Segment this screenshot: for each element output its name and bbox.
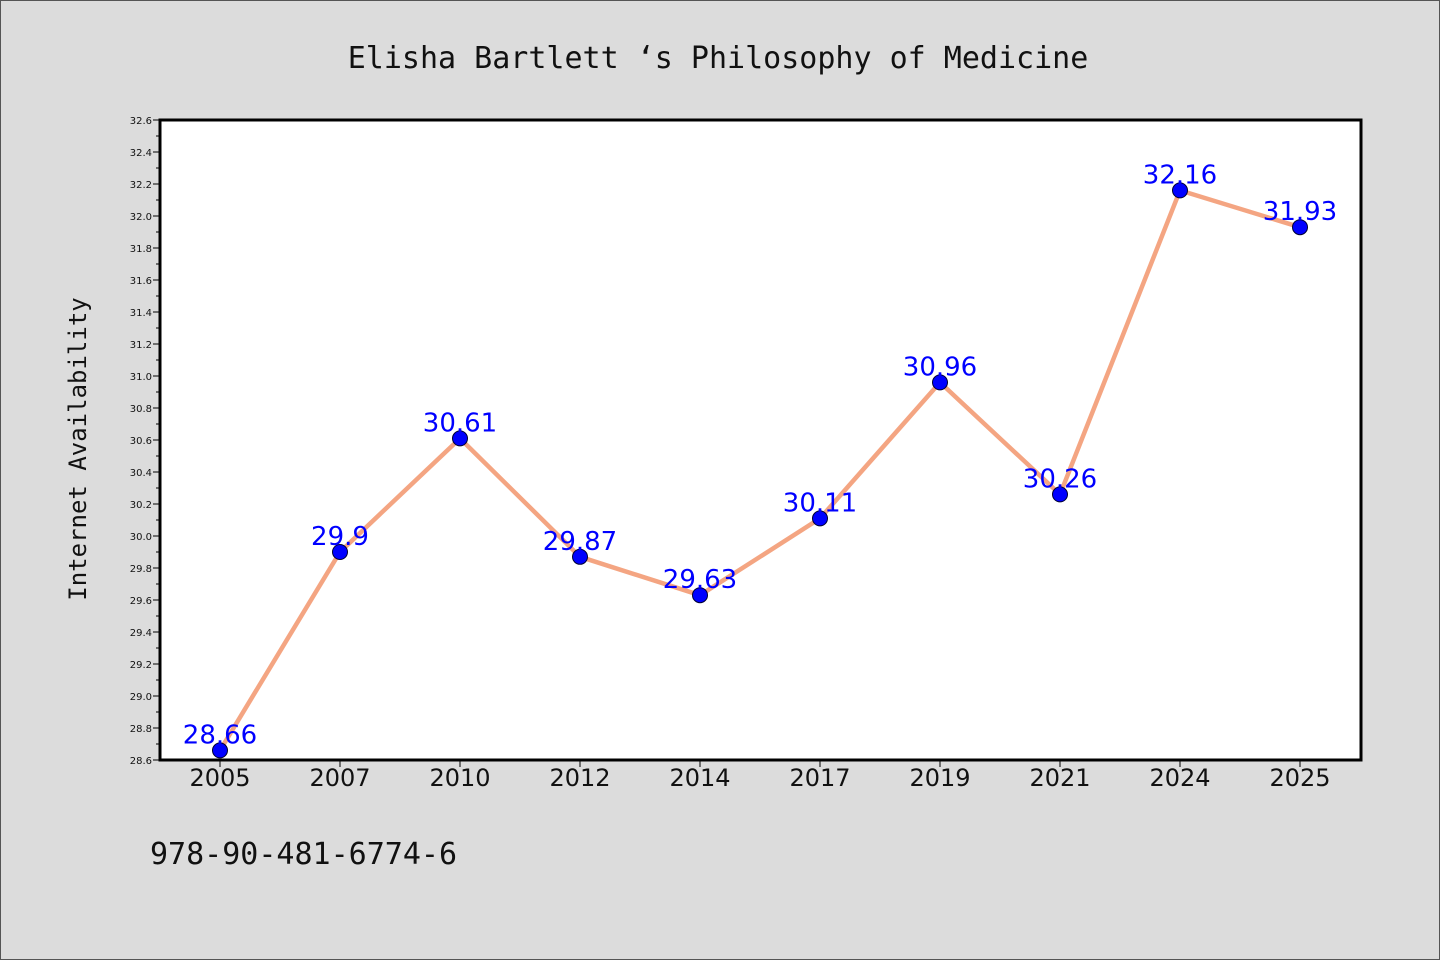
y-tick-label: 30.2 (130, 500, 152, 511)
y-tick-label: 28.6 (130, 756, 152, 767)
data-label: 30.26 (1023, 464, 1097, 494)
data-label: 30.11 (783, 488, 857, 518)
chart-title: Elisha Bartlett ‘s Philosophy of Medicin… (348, 41, 1089, 76)
y-axis: 28.6 28.8 29.0 29.2 29.4 29.6 29.8 30.0 30.2 30.4… (130, 116, 160, 767)
data-points (212, 182, 1308, 759)
data-point (1052, 486, 1068, 503)
y-tick-label: 32.2 (130, 180, 152, 191)
isbn-code: 978-90-481-6774-6 (150, 837, 457, 872)
data-label: 29.63 (663, 565, 737, 595)
data-point (692, 587, 708, 604)
x-tick-label: 2021 (1029, 764, 1090, 792)
y-tick-label: 29.8 (130, 564, 152, 575)
data-label: 29.9 (311, 522, 369, 552)
x-axis: 2005 2007 2010 2012 2014 2017 2019 2021 2024 2025 (189, 760, 1331, 792)
x-tick-label: 2012 (549, 764, 610, 792)
data-label: 31.93 (1263, 197, 1337, 227)
y-tick-label: 31.4 (130, 308, 152, 319)
y-tick-label: 31.6 (130, 276, 152, 287)
x-tick-label: 2019 (909, 764, 970, 792)
data-point (1172, 182, 1188, 199)
x-tick-label: 2005 (189, 764, 250, 792)
data-label: 29.87 (543, 527, 617, 557)
y-tick-label: 32.4 (130, 148, 152, 159)
data-point (332, 544, 348, 560)
y-tick-label: 32.0 (130, 212, 152, 223)
y-tick-label: 28.8 (130, 724, 152, 735)
data-point (572, 548, 588, 565)
y-tick-label: 30.8 (130, 404, 152, 415)
data-label: 28.66 (183, 720, 257, 750)
y-tick-label: 29.2 (130, 660, 152, 671)
y-tick-label: 29.4 (130, 628, 152, 639)
y-tick-label: 32.6 (130, 116, 152, 127)
x-tick-label: 2017 (789, 764, 850, 792)
y-tick-label: 29.6 (130, 596, 152, 607)
x-tick-label: 2025 (1269, 764, 1330, 792)
y-tick-label: 31.8 (130, 244, 152, 255)
y-tick-label: 31.0 (130, 372, 152, 383)
series-line (217, 188, 1303, 753)
y-tick-label: 29.0 (130, 692, 152, 703)
data-label: 30.61 (423, 408, 497, 438)
data-label: 30.96 (903, 352, 977, 382)
x-tick-label: 2010 (429, 764, 490, 792)
plot-area (158, 118, 1363, 762)
x-tick-label: 2024 (1149, 764, 1210, 792)
x-tick-label: 2007 (309, 764, 370, 792)
data-point (812, 510, 828, 527)
data-point (932, 374, 948, 391)
data-point (452, 430, 468, 447)
y-tick-label: 31.2 (130, 340, 152, 351)
y-tick-label: 30.0 (130, 532, 152, 543)
y-axis-label: Internet Availability (64, 297, 92, 600)
data-labels: 28.66 29.9 30.61 29.87 29.63 30.11 30.96 30.26 3… (183, 160, 1337, 750)
data-label: 32.16 (1143, 160, 1217, 190)
y-tick-label: 30.6 (130, 436, 152, 447)
data-point (1292, 219, 1308, 236)
x-tick-label: 2014 (669, 764, 730, 792)
y-tick-label: 30.4 (130, 468, 152, 479)
data-point (212, 742, 228, 759)
